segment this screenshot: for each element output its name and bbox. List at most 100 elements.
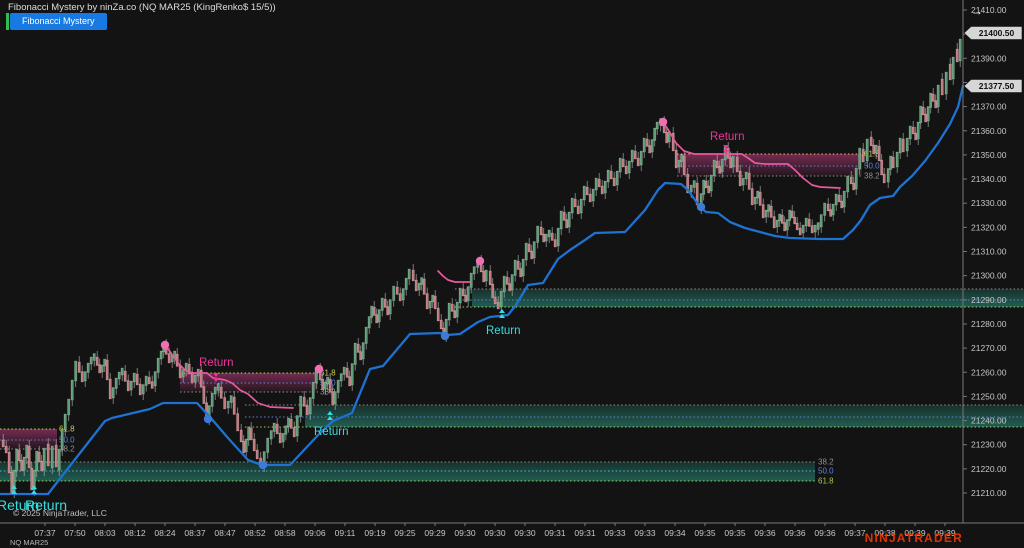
instrument-tab[interactable]: NQ MAR25: [10, 538, 49, 547]
fibonacci-mystery-button[interactable]: Fibonacci Mystery: [10, 13, 107, 30]
swing-high-dot: [160, 340, 170, 350]
svg-text:09:30: 09:30: [514, 528, 536, 538]
down-signal-arrow-icon: [213, 378, 219, 382]
swing-high-dot: [658, 117, 668, 127]
svg-text:09:19: 09:19: [364, 528, 386, 538]
svg-text:09:34: 09:34: [664, 528, 686, 538]
fib-label-382: 38.2: [59, 445, 75, 454]
svg-text:09:06: 09:06: [304, 528, 326, 538]
svg-text:08:52: 08:52: [244, 528, 266, 538]
up-signal-arrow-icon: [11, 490, 17, 494]
fib-label-382: 38.2: [320, 388, 336, 397]
down-signal-arrow-icon: [723, 145, 729, 149]
svg-text:21350.00: 21350.00: [971, 150, 1007, 160]
ninjatrader-watermark: NINJATRADER: [864, 531, 963, 545]
svg-text:21330.00: 21330.00: [971, 198, 1007, 208]
swing-high-dot: [475, 256, 485, 266]
swing-low-dot: [440, 331, 450, 341]
fib-label-500: 50.0: [864, 162, 880, 171]
pink-retracement-line: [164, 344, 294, 409]
copyright-text: © 2025 NinjaTrader, LLC: [13, 508, 107, 518]
down-signal-arrow-icon: [213, 373, 219, 377]
svg-text:21340.00: 21340.00: [971, 174, 1007, 184]
svg-text:09:39: 09:39: [904, 528, 926, 538]
price-marker: [963, 26, 1023, 40]
svg-text:21250.00: 21250.00: [971, 391, 1007, 401]
price-marker: [963, 79, 1023, 93]
svg-text:09:36: 09:36: [814, 528, 836, 538]
svg-text:09:30: 09:30: [454, 528, 476, 538]
return-label: Return: [486, 325, 521, 337]
fib-zone-pink: [0, 429, 57, 449]
window-title: Fibonacci Mystery by ninZa.co (NQ MAR25 …: [8, 2, 276, 13]
price-marker-value: 21400.50: [979, 28, 1015, 38]
svg-text:21260.00: 21260.00: [971, 367, 1007, 377]
svg-text:09:36: 09:36: [754, 528, 776, 538]
up-signal-arrow-icon: [499, 309, 505, 313]
svg-text:21270.00: 21270.00: [971, 343, 1007, 353]
svg-text:21280.00: 21280.00: [971, 319, 1007, 329]
svg-text:21290.00: 21290.00: [971, 295, 1007, 305]
svg-text:09:38: 09:38: [874, 528, 896, 538]
svg-text:07:50: 07:50: [64, 528, 86, 538]
swing-low-dot: [203, 414, 213, 424]
up-signal-arrow-icon: [31, 490, 37, 494]
fib-zone-cyan: [472, 289, 1024, 307]
svg-text:09:31: 09:31: [574, 528, 596, 538]
svg-text:08:47: 08:47: [214, 528, 236, 538]
svg-text:09:29: 09:29: [424, 528, 446, 538]
fib-zone-pink: [677, 154, 862, 176]
up-signal-arrow-icon: [327, 411, 333, 415]
svg-text:07:37: 07:37: [34, 528, 56, 538]
swing-low-dot: [696, 202, 706, 212]
svg-text:08:24: 08:24: [154, 528, 176, 538]
price-axis[interactable]: 21410.0021400.0021390.0021380.0021370.00…: [962, 0, 1023, 523]
svg-text:21410.00: 21410.00: [971, 5, 1007, 15]
return-label: Return: [199, 357, 234, 369]
up-signal-arrow-icon: [11, 485, 17, 489]
svg-text:09:39: 09:39: [934, 528, 956, 538]
svg-text:08:58: 08:58: [274, 528, 296, 538]
swing-low-dot: [258, 460, 268, 470]
pink-retracement-line: [437, 270, 471, 283]
svg-text:21390.00: 21390.00: [971, 53, 1007, 63]
fib-label-618: 61.8: [59, 425, 75, 434]
svg-text:21370.00: 21370.00: [971, 102, 1007, 112]
svg-text:21240.00: 21240.00: [971, 416, 1007, 426]
fib-zone-cyan: [305, 405, 1024, 427]
svg-text:09:30: 09:30: [484, 528, 506, 538]
svg-text:09:33: 09:33: [604, 528, 626, 538]
fib-label-500: 50.0: [59, 436, 75, 445]
svg-text:09:25: 09:25: [394, 528, 416, 538]
svg-text:21220.00: 21220.00: [971, 464, 1007, 474]
go-to-end-arrow-icon[interactable]: →: [971, 4, 983, 18]
svg-text:21310.00: 21310.00: [971, 247, 1007, 257]
svg-text:09:11: 09:11: [335, 528, 356, 538]
svg-text:09:35: 09:35: [724, 528, 746, 538]
fib-label-382: 38.2: [864, 172, 880, 181]
svg-text:21300.00: 21300.00: [971, 271, 1007, 281]
return-label: Return: [314, 426, 349, 438]
svg-text:08:03: 08:03: [94, 528, 116, 538]
return-label: Return: [0, 497, 39, 513]
svg-text:21360.00: 21360.00: [971, 126, 1007, 136]
fib-label-618: 61.8: [320, 369, 336, 378]
svg-text:09:35: 09:35: [694, 528, 716, 538]
time-axis[interactable]: 07:37 07:50 08:03 08:12 08:24 08:37 08:47 08:52…: [0, 522, 1024, 538]
svg-text:08:37: 08:37: [184, 528, 206, 538]
fib-label-618: 61.8: [864, 150, 880, 159]
svg-text:09:31: 09:31: [544, 528, 566, 538]
return-label: Return: [25, 497, 67, 513]
svg-text:08:12: 08:12: [124, 528, 146, 538]
up-signal-arrow-icon: [31, 485, 37, 489]
indicator-active-strip: [6, 13, 9, 30]
indicator-toolbar: Fibonacci Mystery: [6, 13, 107, 30]
pink-retracement-line: [662, 121, 841, 189]
svg-text:09:36: 09:36: [784, 528, 806, 538]
candles-layer: [1, 38, 962, 498]
fib-label-500: 50.0: [818, 467, 834, 476]
up-signal-arrow-icon: [499, 314, 505, 318]
svg-text:09:33: 09:33: [634, 528, 656, 538]
